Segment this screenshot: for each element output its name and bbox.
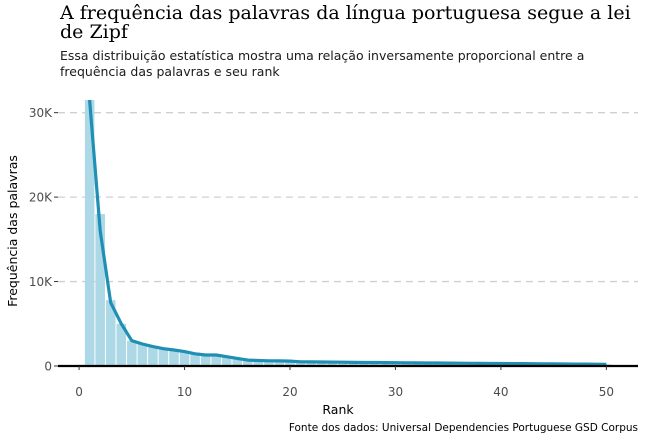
bar [243, 360, 253, 366]
bar [348, 362, 359, 366]
bar [158, 349, 169, 366]
bar [232, 358, 243, 366]
y-tick-label: 0 [44, 360, 52, 374]
x-tick-label: 10 [177, 385, 192, 399]
bar [95, 214, 105, 366]
y-tick-label: 20K [29, 191, 53, 205]
bar [84, 100, 95, 366]
bar [274, 360, 285, 366]
x-axis-title: Rank [322, 402, 354, 417]
bar [337, 362, 348, 366]
bar [105, 300, 116, 366]
bar [369, 362, 380, 366]
x-tick-label: 40 [493, 385, 508, 399]
bar [169, 349, 179, 366]
x-tick-label: 0 [75, 385, 83, 399]
x-tick-label: 50 [599, 385, 614, 399]
chart-title: A frequência das palavras da língua port… [60, 2, 631, 43]
bar [148, 346, 158, 366]
bar [137, 344, 148, 366]
bar [380, 362, 390, 366]
series-line [88, 99, 607, 366]
bar [190, 352, 200, 366]
y-tick-label: 30K [29, 106, 53, 120]
bar [264, 360, 274, 366]
bar [200, 354, 211, 366]
bar [179, 351, 190, 366]
chart-caption: Fonte dos dados: Universal Dependencies … [288, 422, 638, 434]
bar [221, 356, 232, 366]
chart-subtitle: Essa distribuição estatística mostra uma… [60, 48, 585, 79]
bar [253, 360, 264, 366]
bar [390, 362, 401, 366]
bar [327, 362, 337, 366]
grid-layer [58, 112, 638, 283]
y-tick-label: 10K [29, 275, 53, 289]
bar [359, 362, 369, 366]
x-tick-label: 30 [388, 385, 403, 399]
bar [211, 355, 221, 366]
line-layer [88, 99, 607, 366]
x-tick-label: 20 [282, 385, 297, 399]
bar [116, 323, 127, 366]
bar [127, 340, 137, 366]
bar [306, 361, 316, 366]
bars-layer [84, 100, 612, 366]
bar [285, 361, 295, 366]
bar [295, 361, 306, 366]
ticks-layer: 0 10K 20K 30K 0 10 20 30 40 50 [29, 106, 614, 399]
bar [316, 362, 327, 366]
y-axis-title: Frequência das palavras [5, 155, 20, 307]
